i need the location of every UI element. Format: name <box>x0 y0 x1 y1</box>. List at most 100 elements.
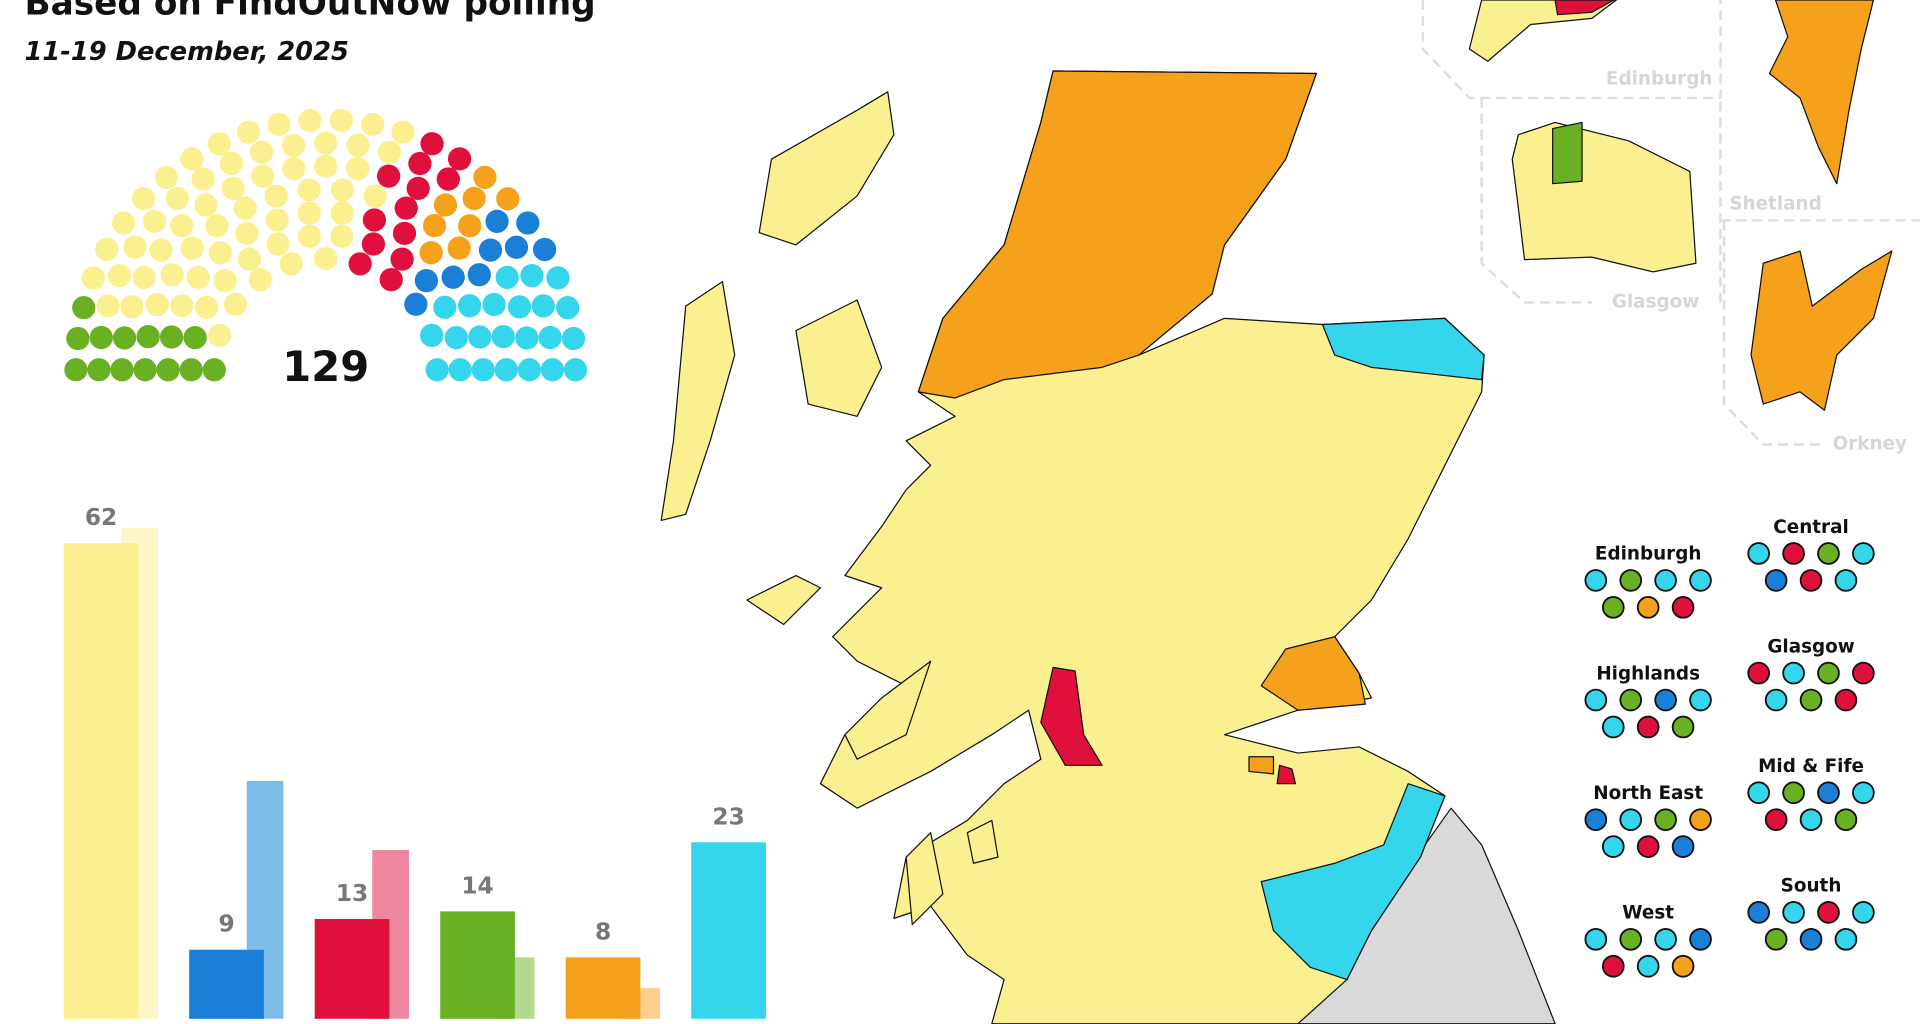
seat <box>482 292 506 317</box>
region-name: Glasgow <box>1767 636 1854 657</box>
region-seat <box>1654 808 1677 832</box>
region-name: Mid & Fife <box>1758 756 1864 777</box>
seat <box>531 294 555 318</box>
region-seat <box>1689 688 1712 712</box>
region-seat <box>1654 927 1677 951</box>
seat <box>360 112 385 137</box>
seat <box>314 131 338 155</box>
region-seat <box>1584 808 1608 832</box>
value-label: 13 <box>336 880 368 907</box>
region-seat <box>1764 927 1788 951</box>
bar <box>440 911 515 1019</box>
region-seat <box>1619 927 1643 951</box>
region-seat <box>1671 596 1695 619</box>
seat <box>110 358 134 382</box>
seat <box>202 358 226 382</box>
seat <box>433 193 458 217</box>
region-seat <box>1817 661 1840 685</box>
seat <box>520 263 544 288</box>
seat <box>379 268 403 292</box>
region-seat <box>1671 715 1695 739</box>
highlands-area <box>917 70 1317 399</box>
region-seat <box>1834 688 1858 712</box>
value-label: 8 <box>595 918 611 945</box>
seat <box>540 358 565 382</box>
seat <box>447 236 471 260</box>
region-seat <box>1636 835 1660 858</box>
seat <box>142 209 166 233</box>
seat <box>517 358 542 382</box>
seat <box>89 325 113 350</box>
subtitle: 11-19 December, 2025 <box>24 37 348 67</box>
seat <box>250 140 274 164</box>
seat <box>394 196 418 220</box>
value-label: 23 <box>712 803 744 830</box>
seat <box>236 120 261 144</box>
seat <box>414 268 439 293</box>
seat <box>425 358 449 382</box>
region-seat <box>1747 781 1771 805</box>
seat <box>420 323 444 347</box>
seat <box>406 176 430 200</box>
seat <box>208 241 232 265</box>
dundee-area <box>1260 636 1366 711</box>
region-seat <box>1782 661 1805 685</box>
region-seat <box>1852 901 1875 924</box>
seat-total: 129 <box>282 342 369 391</box>
seat <box>267 112 291 137</box>
region-seat <box>1636 715 1660 739</box>
region-name: West <box>1622 903 1674 924</box>
seat <box>363 184 387 208</box>
seat <box>179 358 203 382</box>
region-seat <box>1764 569 1788 592</box>
seat <box>107 263 132 288</box>
region-seat <box>1852 542 1875 565</box>
seat <box>420 132 444 156</box>
region-seat <box>1584 688 1608 712</box>
inset-border <box>1720 219 1920 446</box>
region-seat <box>1764 688 1788 712</box>
seat <box>186 265 210 289</box>
region-seat <box>1636 954 1660 978</box>
seat <box>282 156 306 181</box>
seat <box>362 208 387 232</box>
inset-label: Orkney <box>1833 433 1907 454</box>
seat <box>111 211 136 235</box>
seat <box>251 164 275 188</box>
bar <box>63 543 139 1019</box>
seat <box>81 266 106 290</box>
seat <box>458 294 482 318</box>
seat <box>154 165 179 189</box>
region-name: Highlands <box>1596 663 1700 684</box>
seat <box>180 147 204 171</box>
region-name: Edinburgh <box>1595 544 1702 565</box>
seat <box>436 167 460 191</box>
seat <box>494 358 518 382</box>
seat <box>235 221 259 245</box>
seat <box>485 209 509 233</box>
region-seat <box>1852 661 1875 685</box>
inset-label: Glasgow <box>1612 291 1699 312</box>
orkney-inset <box>1750 250 1893 411</box>
seat <box>462 186 486 211</box>
seat <box>237 247 261 271</box>
region-seat <box>1799 808 1823 832</box>
region-seat <box>1817 901 1840 924</box>
seat <box>96 294 120 318</box>
seat <box>133 358 157 382</box>
seat <box>392 221 417 245</box>
seat <box>208 323 232 347</box>
region-seat <box>1601 596 1625 619</box>
region-seat <box>1671 835 1695 858</box>
island <box>746 574 822 626</box>
glasgow-inset <box>1511 121 1697 273</box>
region-seat <box>1747 901 1771 924</box>
seat <box>419 241 443 265</box>
inset-frames: Edinburgh Glasgow Shetland Orkney <box>1421 0 1920 454</box>
region-seat <box>1817 781 1840 805</box>
shetland-inset <box>1768 0 1875 185</box>
seat <box>377 140 402 164</box>
value-label: 62 <box>85 504 117 531</box>
seat <box>345 156 370 181</box>
seat <box>391 120 415 144</box>
